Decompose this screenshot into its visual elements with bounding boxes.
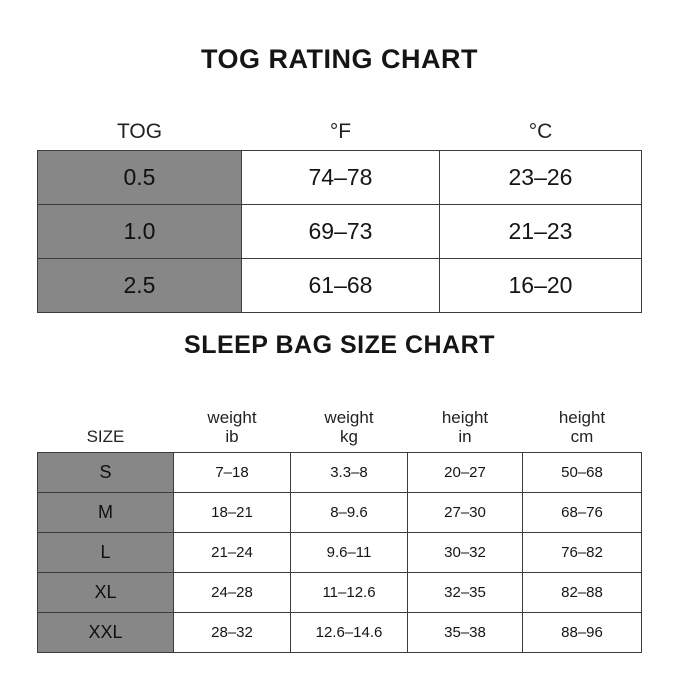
size-header-height-cm: height cm — [523, 388, 642, 453]
size-header-weight-ib-unit: ib — [225, 426, 239, 446]
size-height-cm: 82–88 — [522, 572, 642, 613]
table-row: L 21–24 9.6–11 30–32 76–82 — [37, 532, 642, 573]
tog-header-tog: TOG — [116, 120, 163, 143]
table-row: 2.5 61–68 16–20 — [37, 258, 642, 313]
tog-chart-title: TOG RATING CHART — [201, 44, 478, 74]
tog-fahrenheit-range: 74–78 — [241, 150, 440, 205]
size-weight-kg: 11–12.6 — [290, 572, 408, 613]
size-weight-ib: 24–28 — [173, 572, 291, 613]
size-height-in: 32–35 — [407, 572, 523, 613]
table-row: XL 24–28 11–12.6 32–35 82–88 — [37, 572, 642, 613]
size-table-header-row: SIZE weight ib weight kg height in heigh… — [38, 388, 642, 453]
tog-header-fahrenheit: °F — [329, 120, 352, 143]
size-height-in: 35–38 — [407, 612, 523, 653]
size-chart-title: SLEEP BAG SIZE CHART — [184, 331, 495, 359]
size-label: S — [37, 452, 174, 493]
size-header-weight-kg-unit: kg — [340, 426, 358, 446]
sleep-bag-size-table: SIZE weight ib weight kg height in heigh… — [37, 388, 642, 653]
tog-celsius-range: 16–20 — [439, 258, 642, 313]
size-weight-kg: 9.6–11 — [290, 532, 408, 573]
tog-rating-table: TOG °F °C 0.5 74–78 23–26 1.0 69–73 21–2… — [37, 98, 642, 313]
table-row: XXL 28–32 12.6–14.6 35–38 88–96 — [37, 612, 642, 653]
size-weight-kg: 8–9.6 — [290, 492, 408, 533]
size-weight-ib: 21–24 — [173, 532, 291, 573]
size-header-weight-kg-label: weight — [324, 408, 374, 428]
size-label: XL — [37, 572, 174, 613]
size-weight-ib: 7–18 — [173, 452, 291, 493]
size-label: L — [37, 532, 174, 573]
size-weight-kg: 12.6–14.6 — [290, 612, 408, 653]
size-header-weight-ib-label: weight — [207, 408, 257, 428]
size-header-height-in-label: height — [441, 408, 489, 428]
tog-fahrenheit-range: 69–73 — [241, 204, 440, 259]
size-header-weight-ib: weight ib — [174, 388, 291, 453]
table-row: M 18–21 8–9.6 27–30 68–76 — [37, 492, 642, 533]
tog-header-celsius: °C — [528, 120, 553, 143]
table-row: 1.0 69–73 21–23 — [37, 204, 642, 259]
size-label: XXL — [37, 612, 174, 653]
size-height-cm: 68–76 — [522, 492, 642, 533]
size-height-in: 30–32 — [407, 532, 523, 573]
size-header-height-in-unit: in — [458, 426, 472, 446]
size-label: M — [37, 492, 174, 533]
size-height-cm: 50–68 — [522, 452, 642, 493]
size-header-size: SIZE — [38, 388, 174, 453]
size-header-size-label: SIZE — [86, 426, 125, 446]
table-row: S 7–18 3.3–8 20–27 50–68 — [37, 452, 642, 493]
tog-celsius-range: 23–26 — [439, 150, 642, 205]
size-header-height-in: height in — [408, 388, 523, 453]
size-header-height-cm-unit: cm — [570, 426, 594, 446]
size-height-in: 20–27 — [407, 452, 523, 493]
size-height-in: 27–30 — [407, 492, 523, 533]
tog-celsius-range: 21–23 — [439, 204, 642, 259]
tog-table-header-row: TOG °F °C — [38, 98, 642, 151]
table-row: 0.5 74–78 23–26 — [37, 150, 642, 205]
size-height-cm: 76–82 — [522, 532, 642, 573]
size-weight-ib: 28–32 — [173, 612, 291, 653]
size-height-cm: 88–96 — [522, 612, 642, 653]
tog-value: 2.5 — [37, 258, 242, 313]
size-weight-kg: 3.3–8 — [290, 452, 408, 493]
size-header-height-cm-label: height — [558, 408, 606, 428]
size-header-weight-kg: weight kg — [291, 388, 408, 453]
tog-value: 0.5 — [37, 150, 242, 205]
size-weight-ib: 18–21 — [173, 492, 291, 533]
tog-fahrenheit-range: 61–68 — [241, 258, 440, 313]
tog-value: 1.0 — [37, 204, 242, 259]
